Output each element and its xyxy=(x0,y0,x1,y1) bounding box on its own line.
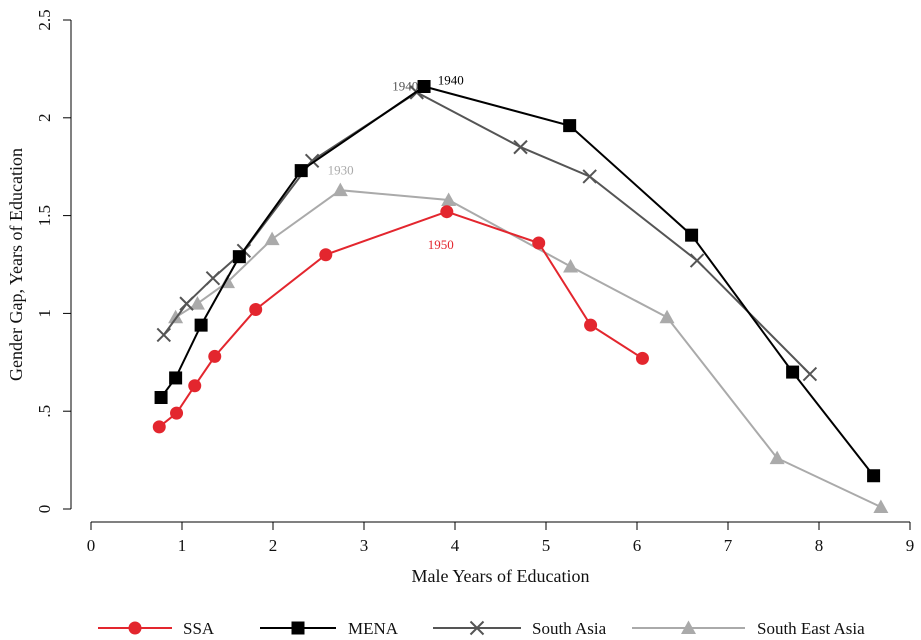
square-marker xyxy=(786,365,800,379)
x-tick-label: 3 xyxy=(360,536,369,555)
y-tick-label: 2 xyxy=(35,114,54,123)
x-marker xyxy=(689,253,705,268)
triangle-marker xyxy=(332,182,348,197)
circle-marker xyxy=(170,406,184,420)
triangle-marker xyxy=(189,296,205,310)
x-tick-label: 8 xyxy=(815,536,824,555)
axes: 0 1 2 3 4 5 6 7 8 9 0 .5 1 1.5 2 2.5 xyxy=(35,9,914,555)
x-tick-label: 6 xyxy=(633,536,642,555)
series-line xyxy=(158,210,644,428)
legend-item-south-east-asia: South East Asia xyxy=(632,619,865,638)
triangle-marker xyxy=(168,309,184,324)
x-marker xyxy=(582,169,597,184)
annotation-label: 1940 xyxy=(438,73,464,88)
y-tick-label: 0 xyxy=(35,505,54,514)
triangle-marker xyxy=(264,231,280,246)
x-tick-label: 9 xyxy=(906,536,915,555)
series-line xyxy=(160,85,875,477)
x-marker xyxy=(205,270,221,286)
square-marker xyxy=(294,164,308,178)
circle-marker xyxy=(440,205,454,219)
legend-label: MENA xyxy=(348,619,399,638)
x-marker xyxy=(156,327,172,343)
annotation-label: 1940 xyxy=(392,78,418,93)
y-tick-label: 1.5 xyxy=(35,205,54,226)
x-marker xyxy=(469,620,485,636)
legend-label: SSA xyxy=(183,619,215,638)
square-marker xyxy=(867,469,881,483)
y-tick-label: 2.5 xyxy=(35,9,54,30)
series-line xyxy=(162,91,811,375)
triangle-marker xyxy=(563,258,579,273)
legend-item-mena: MENA xyxy=(260,619,399,638)
triangle-marker xyxy=(659,309,675,324)
square-marker xyxy=(154,391,168,405)
legend-label: South East Asia xyxy=(757,619,865,638)
circle-marker xyxy=(532,236,546,250)
circle-marker xyxy=(208,349,222,363)
square-marker xyxy=(291,621,305,635)
x-tick-label: 2 xyxy=(269,536,278,555)
series-line xyxy=(175,189,882,508)
y-tick-label: .5 xyxy=(35,405,54,418)
y-tick-label: 1 xyxy=(35,309,54,318)
x-marker xyxy=(513,139,528,155)
x-marker xyxy=(802,366,818,382)
annotations: 1940 1940 1930 1950 xyxy=(328,73,464,252)
square-marker xyxy=(563,119,577,133)
square-marker xyxy=(169,371,183,385)
circle-marker xyxy=(319,248,333,262)
legend: SSA MENA South Asia South East Asia xyxy=(98,619,865,638)
triangle-marker xyxy=(769,450,785,465)
legend-item-ssa: SSA xyxy=(98,619,215,638)
annotation-label: 1950 xyxy=(428,237,454,252)
series-layer xyxy=(152,80,889,514)
triangle-marker xyxy=(441,192,457,206)
square-marker xyxy=(685,228,699,242)
x-tick-label: 1 xyxy=(178,536,187,555)
series-mena xyxy=(154,80,881,483)
triangle-marker xyxy=(873,499,889,514)
circle-marker xyxy=(584,318,598,332)
circle-marker xyxy=(188,379,202,393)
y-axis-title: Gender Gap, Years of Education xyxy=(6,148,26,381)
x-tick-label: 7 xyxy=(724,536,733,555)
triangle-marker xyxy=(681,620,696,634)
annotation-label: 1930 xyxy=(328,163,354,178)
series-ssa xyxy=(152,205,649,434)
circle-marker xyxy=(128,621,142,635)
square-marker xyxy=(194,318,208,332)
series-south-east-asia xyxy=(168,182,889,514)
x-marker xyxy=(179,296,194,311)
square-marker xyxy=(232,250,246,264)
legend-item-south-asia: South Asia xyxy=(433,619,607,638)
legend-label: South Asia xyxy=(532,619,607,638)
square-marker xyxy=(417,80,431,94)
circle-marker xyxy=(152,420,166,434)
x-tick-label: 4 xyxy=(451,536,460,555)
x-tick-label: 0 xyxy=(87,536,96,555)
circle-marker xyxy=(635,351,649,365)
x-tick-label: 5 xyxy=(542,536,551,555)
circle-marker xyxy=(249,302,263,316)
x-axis-title: Male Years of Education xyxy=(412,566,590,586)
